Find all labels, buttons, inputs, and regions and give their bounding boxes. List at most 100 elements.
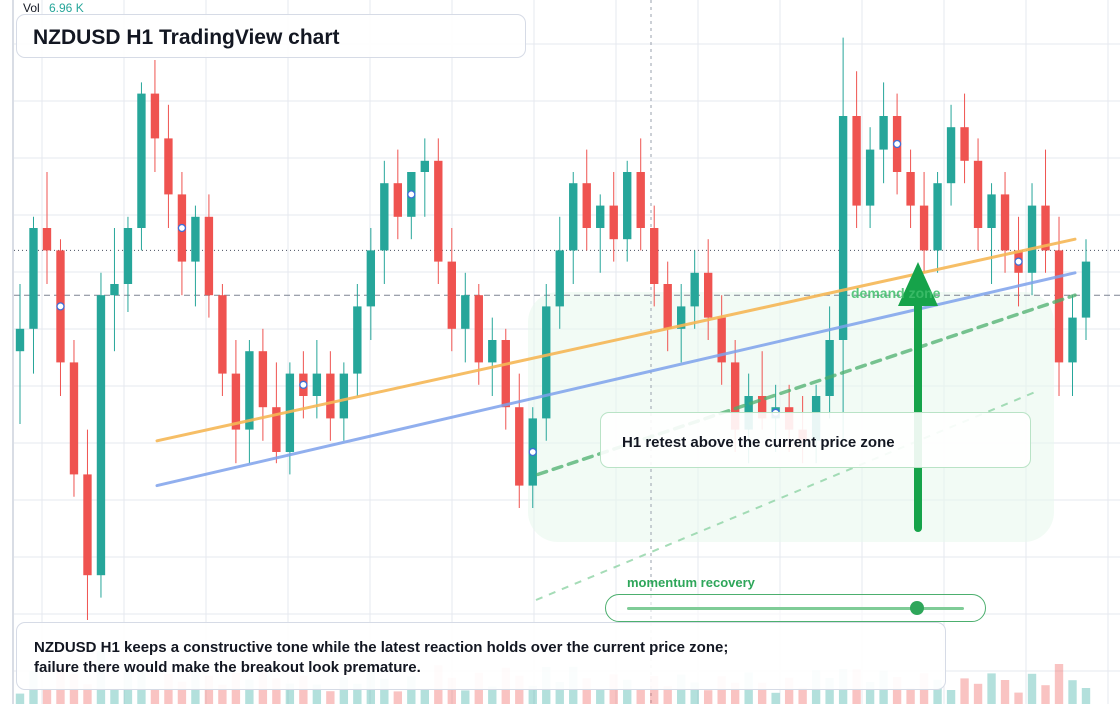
volume-bar [1054,664,1064,704]
retest-note-card: H1 retest above the current price zone [600,412,1031,468]
volume-bar [42,688,52,704]
point-marker [1014,257,1023,266]
point-marker [528,447,537,457]
candle-body [96,295,106,576]
candle-body [960,127,969,161]
volume-bar [326,691,335,704]
volume-bar [218,684,227,704]
candle-body [973,160,983,228]
volume-bar [703,690,713,704]
candle-body [164,138,173,195]
volume-bar [312,684,322,704]
volume-bar [245,679,254,704]
volume-bar [177,681,187,704]
candle-body [326,373,335,419]
candle-body [83,474,92,576]
candle-body [703,272,713,318]
volume-bar [1027,673,1037,704]
candle-body [987,194,996,228]
volume-bar [1081,688,1091,704]
volume-bar [973,683,983,704]
volume-bar [596,689,605,704]
candle-body [879,116,888,150]
volume-label: Vol [23,1,40,15]
summary-card: NZDUSD H1 keeps a constructive tone whil… [16,622,946,690]
retest-note-text: H1 retest above the current price zone [622,434,895,451]
chart-title: NZDUSD H1 TradingView chart [33,26,340,49]
candle-body [650,228,659,284]
volume-bar [798,687,807,704]
candle-body [569,183,578,251]
volume-bar [825,678,834,704]
momentum-label: momentum recovery [627,575,755,590]
candle-body [946,127,956,184]
point-marker [299,380,308,389]
candle-body [366,250,376,307]
candle-body [380,183,389,251]
volume-bar [933,679,942,704]
point-marker [407,190,416,199]
candle-body [339,373,349,419]
candle-body [434,160,443,262]
candle-body [542,306,551,419]
candle-body [204,216,214,296]
volume-bar [717,676,726,704]
volume-bar [555,682,564,704]
candle-body [447,261,456,329]
candle-body [258,351,268,408]
momentum-slider[interactable] [605,594,986,622]
volume-bar [865,682,875,704]
candle-body [865,149,875,206]
candle-body [474,295,483,363]
volume-bar [285,683,295,704]
candle-body [636,172,645,228]
candle-body [1068,317,1077,363]
candle-body [515,407,524,486]
volume-bar [1014,692,1023,704]
candle-body [623,172,632,240]
candle-body [15,328,25,352]
candle-body [730,362,740,430]
candle-body [312,373,322,396]
volume-bar [272,678,281,704]
volume-bar [946,690,956,704]
volume-bar [784,677,794,704]
candle-body [42,228,52,251]
momentum-track [627,607,964,610]
point-marker [892,139,902,149]
volume-bar [150,689,160,704]
volume-value: 6.96 K [49,1,84,15]
volume-bar [1068,680,1077,704]
candle-body [245,351,254,430]
volume-bar [15,693,25,704]
volume-bar [1000,680,1010,704]
candle-body [353,306,362,374]
arrow-up-icon [898,262,938,306]
volume-bar [461,690,470,704]
candle-body [690,272,699,307]
volume-bar [987,673,996,704]
candle-body [1041,205,1050,251]
candle-body [596,205,605,228]
candle-body [919,205,929,251]
volume-bar [393,691,403,704]
volume-bar [339,677,349,704]
summary-text: NZDUSD H1 keeps a constructive tone whil… [34,639,729,676]
candle-body [137,93,146,228]
candle-body [1054,250,1064,363]
candle-body [272,407,281,452]
volume-bar [623,679,632,704]
volume-bar [892,677,902,704]
candle-body [231,373,241,430]
candle-body [852,116,861,206]
volume-bar [83,684,92,704]
candle-body [582,183,591,228]
candle-body [609,205,618,240]
volume-bar [420,688,429,704]
volume-bar [1041,685,1050,704]
point-marker [177,223,187,233]
momentum-knob[interactable] [909,601,924,615]
volume-bar [757,682,767,704]
candle-body [69,362,79,475]
volume-bar [488,686,497,704]
